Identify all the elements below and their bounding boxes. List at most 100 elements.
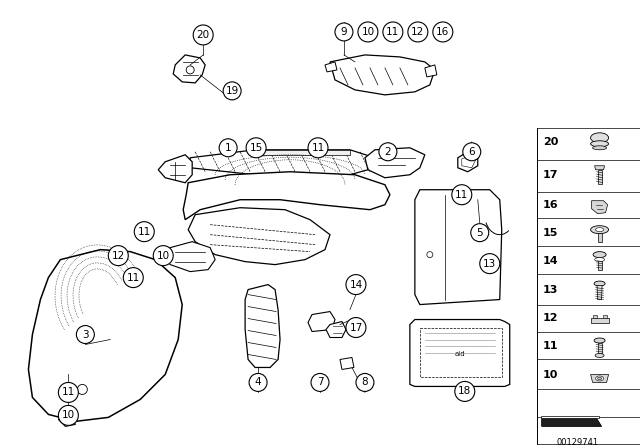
Text: aid: aid bbox=[454, 352, 465, 358]
Circle shape bbox=[193, 25, 213, 45]
Polygon shape bbox=[308, 311, 335, 332]
Text: 11: 11 bbox=[127, 272, 140, 283]
Circle shape bbox=[219, 139, 237, 157]
Text: 17: 17 bbox=[349, 323, 363, 332]
Circle shape bbox=[134, 222, 154, 241]
Text: 10: 10 bbox=[543, 370, 558, 380]
Text: 6: 6 bbox=[468, 147, 475, 157]
Polygon shape bbox=[541, 416, 598, 418]
Polygon shape bbox=[591, 375, 609, 383]
Polygon shape bbox=[458, 152, 478, 172]
Ellipse shape bbox=[591, 141, 609, 147]
Text: 18: 18 bbox=[458, 387, 472, 396]
Text: 00129741: 00129741 bbox=[557, 438, 598, 447]
Polygon shape bbox=[425, 65, 437, 77]
Text: 12: 12 bbox=[543, 313, 558, 323]
Circle shape bbox=[408, 22, 428, 42]
Polygon shape bbox=[598, 343, 602, 353]
Bar bbox=[420, 327, 502, 378]
Circle shape bbox=[383, 22, 403, 42]
Ellipse shape bbox=[598, 377, 602, 380]
Polygon shape bbox=[325, 62, 337, 72]
Circle shape bbox=[433, 22, 453, 42]
Polygon shape bbox=[163, 241, 215, 271]
Circle shape bbox=[77, 384, 87, 394]
Polygon shape bbox=[598, 258, 602, 270]
Polygon shape bbox=[603, 314, 607, 318]
Polygon shape bbox=[330, 55, 435, 95]
Circle shape bbox=[58, 383, 78, 402]
Circle shape bbox=[108, 246, 128, 266]
Text: 16: 16 bbox=[543, 200, 558, 210]
Circle shape bbox=[335, 23, 353, 41]
Polygon shape bbox=[173, 55, 205, 83]
Text: 14: 14 bbox=[543, 256, 558, 266]
Text: 7: 7 bbox=[317, 378, 323, 388]
Circle shape bbox=[455, 381, 475, 401]
Text: 20: 20 bbox=[196, 30, 210, 40]
Text: 11: 11 bbox=[312, 143, 324, 153]
Polygon shape bbox=[245, 284, 280, 367]
Ellipse shape bbox=[593, 252, 606, 258]
Text: 3: 3 bbox=[82, 330, 89, 340]
Text: 10: 10 bbox=[157, 250, 170, 261]
Ellipse shape bbox=[596, 376, 604, 381]
Ellipse shape bbox=[595, 258, 605, 262]
Polygon shape bbox=[340, 358, 354, 370]
Circle shape bbox=[76, 326, 94, 344]
Circle shape bbox=[463, 143, 481, 161]
Ellipse shape bbox=[594, 338, 605, 343]
Text: 17: 17 bbox=[543, 170, 558, 180]
Polygon shape bbox=[326, 322, 346, 337]
Polygon shape bbox=[58, 414, 76, 426]
Text: 11: 11 bbox=[61, 388, 75, 397]
Text: 8: 8 bbox=[362, 378, 368, 388]
Circle shape bbox=[346, 318, 366, 337]
Text: 11: 11 bbox=[387, 27, 399, 37]
Circle shape bbox=[471, 224, 489, 241]
Circle shape bbox=[452, 185, 472, 205]
Polygon shape bbox=[593, 314, 596, 318]
Text: 4: 4 bbox=[255, 378, 261, 388]
Circle shape bbox=[58, 405, 78, 426]
Ellipse shape bbox=[595, 353, 604, 358]
Ellipse shape bbox=[594, 281, 605, 286]
Text: 11: 11 bbox=[543, 341, 558, 352]
Circle shape bbox=[246, 138, 266, 158]
Polygon shape bbox=[591, 201, 607, 214]
Text: 12: 12 bbox=[111, 250, 125, 261]
Text: 5: 5 bbox=[476, 228, 483, 237]
Polygon shape bbox=[598, 233, 602, 241]
Text: 15: 15 bbox=[250, 143, 262, 153]
Circle shape bbox=[356, 374, 374, 392]
Circle shape bbox=[308, 138, 328, 158]
Circle shape bbox=[358, 22, 378, 42]
Text: 19: 19 bbox=[225, 86, 239, 96]
Ellipse shape bbox=[593, 146, 607, 150]
Polygon shape bbox=[410, 319, 509, 387]
Text: 15: 15 bbox=[543, 228, 558, 237]
Polygon shape bbox=[188, 208, 330, 265]
Polygon shape bbox=[365, 148, 425, 178]
Polygon shape bbox=[158, 155, 192, 183]
Circle shape bbox=[186, 66, 194, 74]
Polygon shape bbox=[595, 166, 605, 170]
Polygon shape bbox=[541, 418, 602, 426]
Circle shape bbox=[124, 267, 143, 288]
Text: 13: 13 bbox=[543, 284, 558, 295]
Polygon shape bbox=[591, 318, 609, 323]
Polygon shape bbox=[598, 170, 602, 184]
Circle shape bbox=[223, 82, 241, 100]
Text: 16: 16 bbox=[436, 27, 449, 37]
Polygon shape bbox=[415, 190, 502, 305]
Polygon shape bbox=[28, 250, 182, 422]
Circle shape bbox=[379, 143, 397, 161]
Polygon shape bbox=[255, 150, 350, 155]
Text: 2: 2 bbox=[385, 147, 391, 157]
Polygon shape bbox=[183, 172, 390, 220]
Circle shape bbox=[311, 374, 329, 392]
Circle shape bbox=[427, 252, 433, 258]
Ellipse shape bbox=[591, 226, 609, 234]
Text: 11: 11 bbox=[455, 190, 468, 200]
Circle shape bbox=[480, 254, 500, 274]
